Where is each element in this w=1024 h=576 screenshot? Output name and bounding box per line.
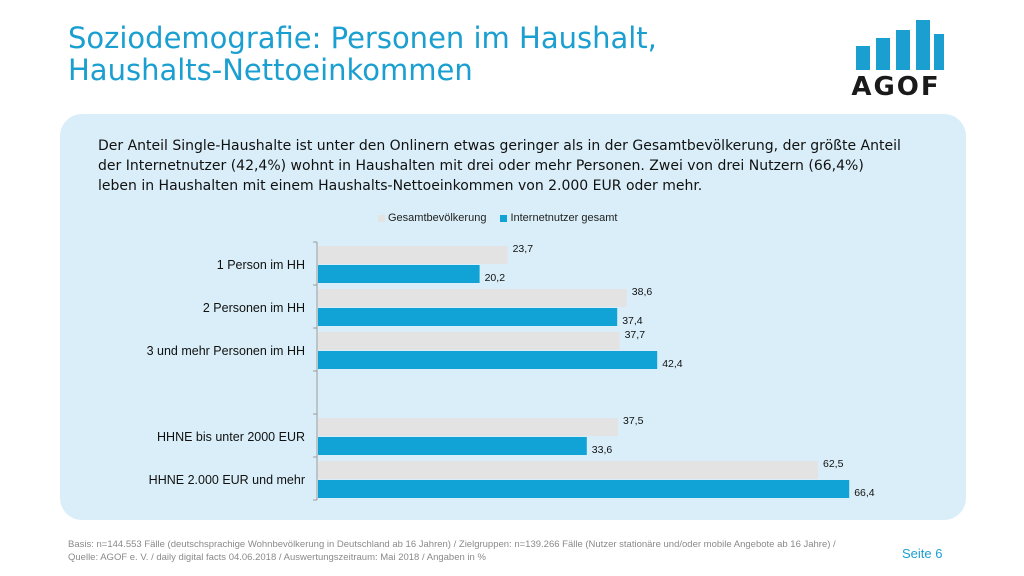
- chart-legend: Gesamtbevölkerung Internetnutzer gesamt: [378, 212, 617, 224]
- bar-gesamtbevoelkerung: [318, 289, 627, 307]
- legend-label: Gesamtbevölkerung: [388, 212, 487, 224]
- legend-label: Internetnutzer gesamt: [510, 212, 618, 224]
- data-label: 37,4: [622, 315, 643, 327]
- title-line-2: Haushalts-Nettoeinkommen: [68, 53, 473, 87]
- data-label: 37,7: [625, 329, 646, 341]
- logo-text: AGOF: [851, 72, 941, 102]
- bar-internetnutzer: [318, 265, 480, 283]
- bar-gesamtbevoelkerung: [318, 246, 508, 264]
- agof-logo: AGOF: [848, 18, 944, 102]
- page-number: Seite 6: [902, 546, 943, 561]
- bar-gesamtbevoelkerung: [318, 461, 818, 479]
- bar-internetnutzer: [318, 480, 850, 498]
- data-label: 62,5: [823, 458, 844, 470]
- bar-gesamtbevoelkerung: [318, 332, 620, 350]
- data-label: 66,4: [854, 487, 875, 499]
- title-line-1: Soziodemografie: Personen im Haushalt,: [68, 21, 657, 55]
- footer-source-note: Basis: n=144.553 Fälle (deutschsprachige…: [68, 539, 836, 563]
- category-label: 2 Personen im HH: [203, 301, 305, 315]
- data-label: 42,4: [662, 358, 683, 370]
- data-label: 33,6: [592, 444, 613, 456]
- legend-item-gesamtbevoelkerung: Gesamtbevölkerung: [378, 212, 486, 224]
- intro-text: Der Anteil Single-Haushalte ist unter de…: [98, 138, 901, 194]
- category-label: 1 Person im HH: [217, 258, 305, 272]
- category-label: 3 und mehr Personen im HH: [147, 344, 305, 358]
- legend-swatch-blue: [500, 214, 508, 222]
- category-label: HHNE bis unter 2000 EUR: [157, 430, 305, 444]
- data-label: 38,6: [632, 286, 653, 298]
- data-label: 23,7: [513, 243, 534, 255]
- data-label: 37,5: [623, 415, 644, 427]
- page-title: Soziodemografie: Personen im Haushalt, H…: [68, 22, 768, 86]
- bar-internetnutzer: [318, 308, 618, 326]
- legend-swatch-grey: [378, 214, 385, 222]
- category-label: HHNE 2.000 EUR und mehr: [149, 473, 305, 487]
- bar-internetnutzer: [318, 437, 587, 455]
- bar-internetnutzer: [318, 351, 658, 369]
- logo-bars-icon: [856, 20, 944, 70]
- legend-item-internetnutzer: Internetnutzer gesamt: [500, 212, 617, 224]
- data-label: 20,2: [485, 272, 506, 284]
- bar-gesamtbevoelkerung: [318, 418, 618, 436]
